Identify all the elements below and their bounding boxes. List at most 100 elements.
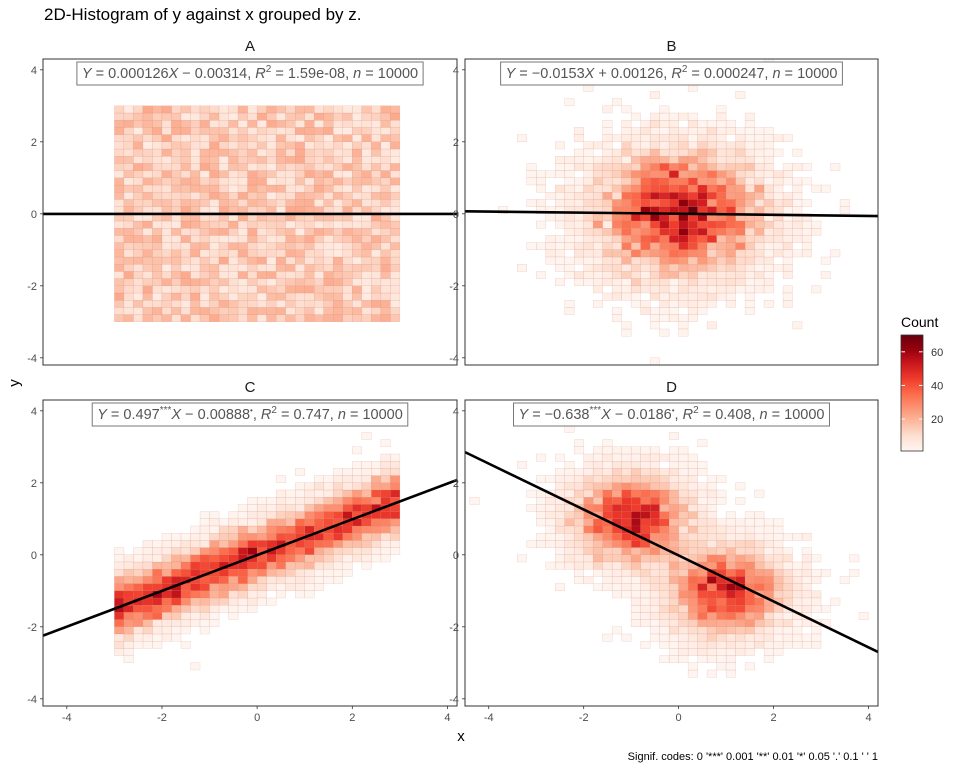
histogram-bin <box>114 641 125 649</box>
histogram-bin <box>773 518 784 527</box>
histogram-bin <box>314 314 324 323</box>
histogram-bin <box>352 112 363 121</box>
histogram-bins <box>469 410 869 678</box>
histogram-bin <box>285 235 296 243</box>
histogram-bin <box>849 554 860 563</box>
histogram-bin <box>744 155 755 164</box>
histogram-bin <box>142 242 153 251</box>
histogram-bin <box>744 576 755 584</box>
histogram-bin <box>295 264 305 272</box>
histogram-bin <box>716 105 727 114</box>
histogram-bin <box>333 489 343 498</box>
histogram-bin <box>342 177 353 186</box>
histogram-bin <box>171 605 182 613</box>
histogram-bin <box>687 220 698 229</box>
histogram-bin <box>161 597 172 606</box>
histogram-bin <box>754 191 765 200</box>
histogram-bin <box>142 155 153 164</box>
histogram-bin <box>555 540 565 548</box>
eq-intercept-sign: + <box>594 66 611 82</box>
histogram-bin <box>640 612 651 620</box>
histogram-bin <box>123 561 134 570</box>
histogram-bin <box>735 235 746 243</box>
histogram-bin <box>152 271 163 279</box>
histogram-bin <box>725 285 736 294</box>
histogram-bin <box>314 134 324 143</box>
histogram-bin <box>256 184 267 193</box>
histogram-bin <box>792 597 803 606</box>
histogram-bin <box>611 242 622 251</box>
histogram-bin <box>285 170 296 179</box>
histogram-bin <box>304 307 315 315</box>
histogram-bin <box>237 300 248 308</box>
histogram-bin <box>678 547 689 555</box>
histogram-bin <box>649 453 660 462</box>
histogram-bin <box>678 220 689 229</box>
histogram-bin <box>773 561 784 570</box>
histogram-bin <box>275 554 286 563</box>
histogram-bin <box>668 605 679 613</box>
histogram-bin <box>687 489 698 498</box>
histogram-bin <box>390 292 401 301</box>
histogram-bin <box>371 292 382 301</box>
histogram-bin <box>573 547 584 555</box>
histogram-bin <box>390 461 401 469</box>
histogram-bin <box>390 307 401 315</box>
histogram-bin <box>687 468 698 476</box>
histogram-bin <box>180 148 191 157</box>
histogram-bin <box>526 170 537 179</box>
histogram-bin <box>725 648 736 656</box>
histogram-bin <box>649 612 660 620</box>
histogram-bin <box>380 453 391 462</box>
histogram-bin <box>697 177 708 186</box>
histogram-bin <box>371 177 382 186</box>
histogram-bin <box>687 148 698 157</box>
histogram-bin <box>361 264 372 272</box>
histogram-bin <box>142 576 153 584</box>
histogram-bin <box>754 511 765 520</box>
histogram-bin <box>371 227 382 236</box>
histogram-bin <box>114 576 125 584</box>
histogram-bin <box>275 141 286 150</box>
histogram-bin <box>782 199 793 207</box>
histogram-bin <box>342 264 353 272</box>
histogram-bin <box>266 583 277 591</box>
histogram-bin <box>621 292 632 301</box>
histogram-bin <box>190 112 201 121</box>
histogram-bin <box>199 511 210 520</box>
histogram-bin <box>573 184 584 193</box>
histogram-bin <box>209 605 220 613</box>
histogram-bin <box>630 112 641 121</box>
histogram-bin <box>323 314 334 323</box>
histogram-bin <box>371 461 382 469</box>
histogram-bin <box>536 497 546 505</box>
histogram-bin <box>877 242 878 251</box>
histogram-bin <box>171 163 182 171</box>
histogram-bin <box>342 105 353 114</box>
histogram-bin <box>678 177 689 186</box>
histogram-bin <box>573 278 584 287</box>
histogram-bin <box>228 540 239 548</box>
histogram-bin <box>380 540 391 548</box>
histogram-bin <box>333 533 343 541</box>
histogram-bin <box>314 569 324 577</box>
histogram-bin <box>611 504 622 512</box>
histogram-bin <box>371 518 382 527</box>
histogram-bin <box>678 155 689 164</box>
histogram-bin <box>180 242 191 251</box>
histogram-bin <box>142 141 153 150</box>
histogram-bin <box>237 134 248 143</box>
histogram-bin <box>209 119 220 128</box>
histogram-bin <box>171 533 182 541</box>
histogram-bin <box>371 278 382 287</box>
histogram-bin <box>218 292 229 301</box>
histogram-bin <box>744 256 755 265</box>
histogram-bin <box>142 597 153 606</box>
histogram-bin <box>152 540 163 548</box>
histogram-bin <box>773 242 784 251</box>
histogram-bin <box>773 554 784 563</box>
x-tick-label: 0 <box>676 712 682 724</box>
histogram-bin <box>123 119 134 128</box>
histogram-bin <box>659 612 670 620</box>
histogram-bin <box>555 163 565 171</box>
